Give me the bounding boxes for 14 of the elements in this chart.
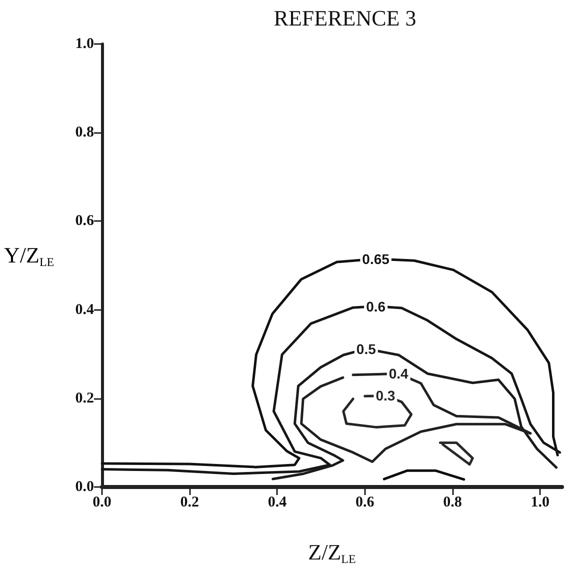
- x-tick-label: 0.0: [92, 494, 112, 510]
- line-series: [438, 441, 474, 466]
- y-tick-label: 0.6: [75, 213, 94, 230]
- y-tick-label: 0.0: [75, 479, 94, 495]
- x-tick-label: 0.2: [180, 494, 199, 510]
- y-tick-label: 0.2: [75, 390, 94, 406]
- y-tick-label: 0.8: [75, 124, 94, 141]
- y-tick-label: 1.0: [75, 36, 94, 52]
- x-tick-label: 0.8: [443, 494, 462, 510]
- chart-title: REFERENCE 3: [274, 6, 416, 30]
- y-tick-label: 0.4: [75, 302, 94, 318]
- x-tick-label: 0.6: [355, 494, 375, 510]
- x-tick-label: 1.0: [530, 494, 550, 510]
- x-tick-label: 0.4: [268, 494, 288, 510]
